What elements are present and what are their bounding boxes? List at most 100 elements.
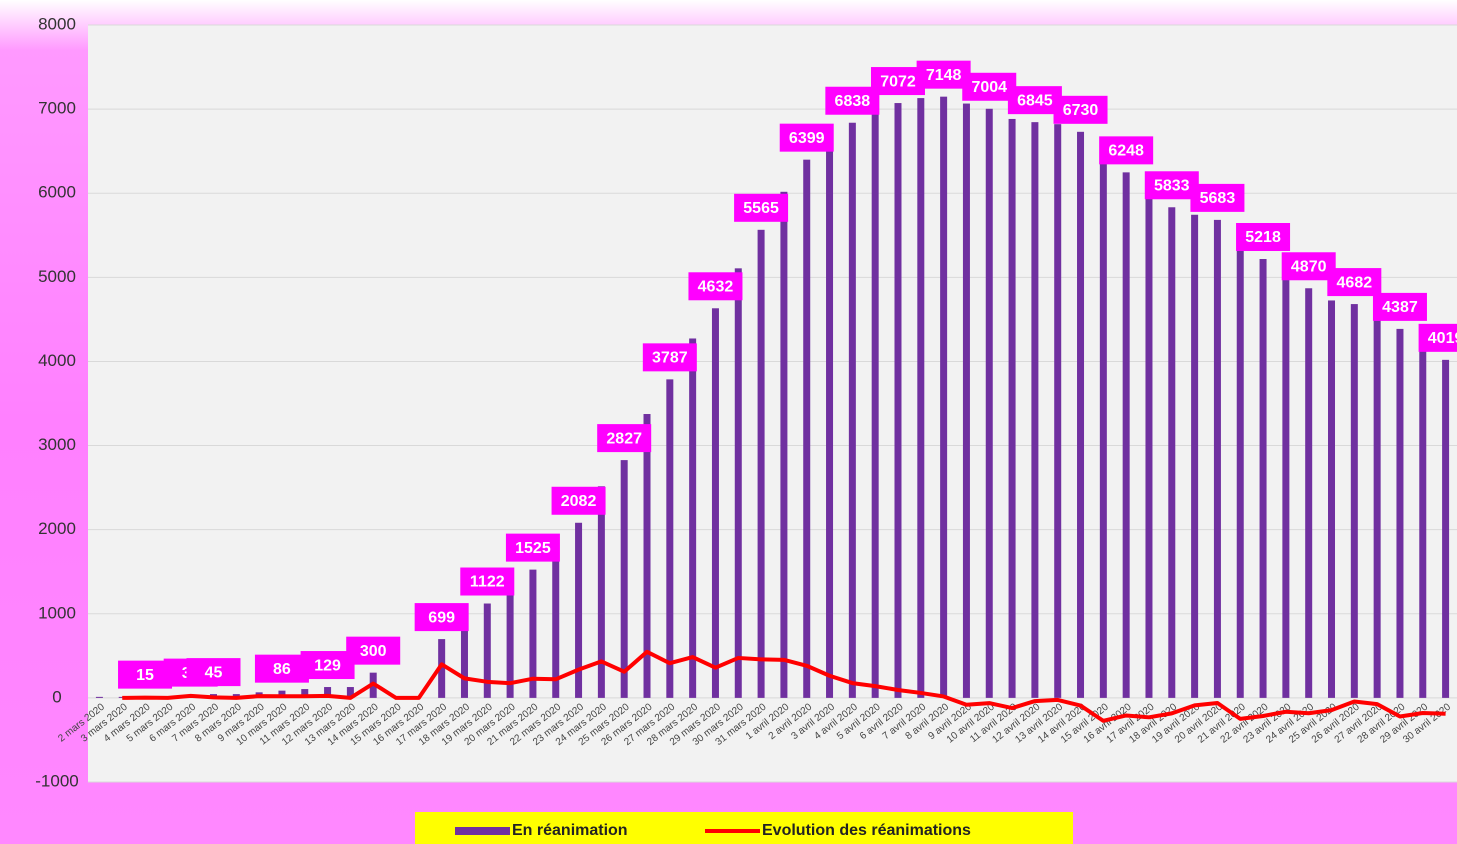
value-label: 1122 bbox=[470, 574, 505, 591]
value-label: 7004 bbox=[971, 79, 1007, 96]
value-label: 6399 bbox=[789, 130, 825, 147]
bar bbox=[871, 110, 879, 698]
value-label: 6845 bbox=[1017, 92, 1053, 109]
y-tick-label: 8000 bbox=[38, 14, 76, 33]
bar bbox=[1396, 328, 1404, 698]
legend-label: Evolution des réanimations bbox=[762, 822, 971, 839]
bar bbox=[1077, 131, 1085, 698]
value-label: 86 bbox=[273, 661, 291, 678]
bar bbox=[324, 687, 332, 698]
value-label: 6248 bbox=[1108, 143, 1144, 160]
value-label-box bbox=[300, 651, 355, 680]
bar bbox=[985, 108, 993, 698]
bar bbox=[1168, 207, 1176, 698]
bar bbox=[460, 619, 468, 698]
value-label-box bbox=[642, 343, 697, 372]
bar bbox=[894, 103, 902, 698]
value-label-box bbox=[414, 603, 469, 632]
value-label: 4870 bbox=[1291, 258, 1327, 275]
bar bbox=[1054, 124, 1062, 698]
bar bbox=[940, 96, 948, 698]
bar bbox=[1122, 172, 1130, 698]
value-label-box bbox=[1236, 222, 1291, 251]
bar bbox=[346, 687, 354, 698]
value-label: 4682 bbox=[1337, 274, 1373, 291]
value-label: 2082 bbox=[561, 493, 597, 510]
bar bbox=[1191, 214, 1199, 698]
bar bbox=[1213, 219, 1221, 698]
value-label: 6838 bbox=[835, 93, 871, 110]
bar bbox=[689, 338, 697, 698]
value-label-box bbox=[1418, 323, 1457, 352]
value-label: 2827 bbox=[606, 430, 642, 447]
value-label-box bbox=[1372, 292, 1427, 321]
value-label-box bbox=[916, 60, 971, 89]
value-label-box bbox=[460, 567, 515, 596]
value-label-box bbox=[1007, 86, 1062, 115]
value-label: 7148 bbox=[926, 67, 962, 84]
bar bbox=[780, 191, 788, 698]
bar bbox=[438, 639, 446, 698]
y-tick-label: 0 bbox=[52, 687, 61, 706]
legend-label: En réanimation bbox=[512, 822, 628, 839]
y-tick-label: 7000 bbox=[38, 99, 76, 118]
bar bbox=[1419, 344, 1427, 698]
bar bbox=[483, 603, 491, 698]
value-label: 4387 bbox=[1382, 299, 1418, 316]
value-label-box bbox=[1144, 171, 1199, 200]
value-label: 5833 bbox=[1154, 177, 1190, 194]
bar bbox=[1259, 258, 1267, 698]
bar bbox=[643, 414, 651, 698]
bar bbox=[1145, 191, 1153, 698]
bar bbox=[529, 569, 537, 698]
bar bbox=[1099, 154, 1107, 698]
bar bbox=[1236, 240, 1244, 698]
y-tick-label: 4000 bbox=[38, 351, 76, 370]
value-label-box bbox=[962, 72, 1017, 101]
bar bbox=[1442, 359, 1450, 698]
value-label: 15 bbox=[136, 667, 154, 684]
y-tick-label: 5000 bbox=[38, 267, 76, 286]
bar bbox=[620, 460, 628, 698]
value-label-box bbox=[118, 660, 173, 689]
bar bbox=[95, 696, 103, 698]
value-label: 4632 bbox=[698, 279, 734, 296]
bar bbox=[1373, 310, 1381, 698]
value-label-box bbox=[1327, 268, 1382, 297]
legend-swatch bbox=[455, 827, 510, 835]
bar bbox=[1350, 304, 1358, 698]
value-label: 45 bbox=[205, 664, 223, 681]
bar bbox=[666, 379, 674, 698]
bar bbox=[597, 486, 605, 698]
value-label-box bbox=[1053, 95, 1108, 124]
value-label: 300 bbox=[360, 643, 387, 660]
value-label-box bbox=[1281, 252, 1336, 281]
value-label: 5683 bbox=[1200, 190, 1236, 207]
value-label-box bbox=[186, 658, 241, 687]
y-tick-label: 1000 bbox=[38, 603, 76, 622]
bar bbox=[711, 308, 719, 698]
legend-box bbox=[415, 812, 1073, 844]
value-label: 129 bbox=[314, 657, 341, 674]
bar bbox=[757, 229, 765, 698]
value-label: 7072 bbox=[880, 73, 916, 90]
bar bbox=[962, 103, 970, 698]
bar bbox=[506, 588, 514, 698]
value-label: 4019 bbox=[1428, 330, 1457, 347]
bar bbox=[301, 689, 309, 698]
bar bbox=[552, 551, 560, 698]
value-label-box bbox=[1099, 136, 1154, 165]
value-label-box bbox=[779, 123, 834, 152]
bar bbox=[734, 268, 742, 698]
y-tick-label: 3000 bbox=[38, 435, 76, 454]
bar bbox=[1282, 272, 1290, 698]
value-label-box bbox=[254, 654, 309, 683]
line bbox=[122, 649, 1446, 723]
value-label-box bbox=[346, 636, 401, 665]
value-label-box bbox=[870, 67, 925, 96]
bar bbox=[826, 137, 834, 698]
value-label-box bbox=[1190, 183, 1245, 212]
bar bbox=[917, 98, 925, 698]
value-label: 3787 bbox=[652, 350, 688, 367]
